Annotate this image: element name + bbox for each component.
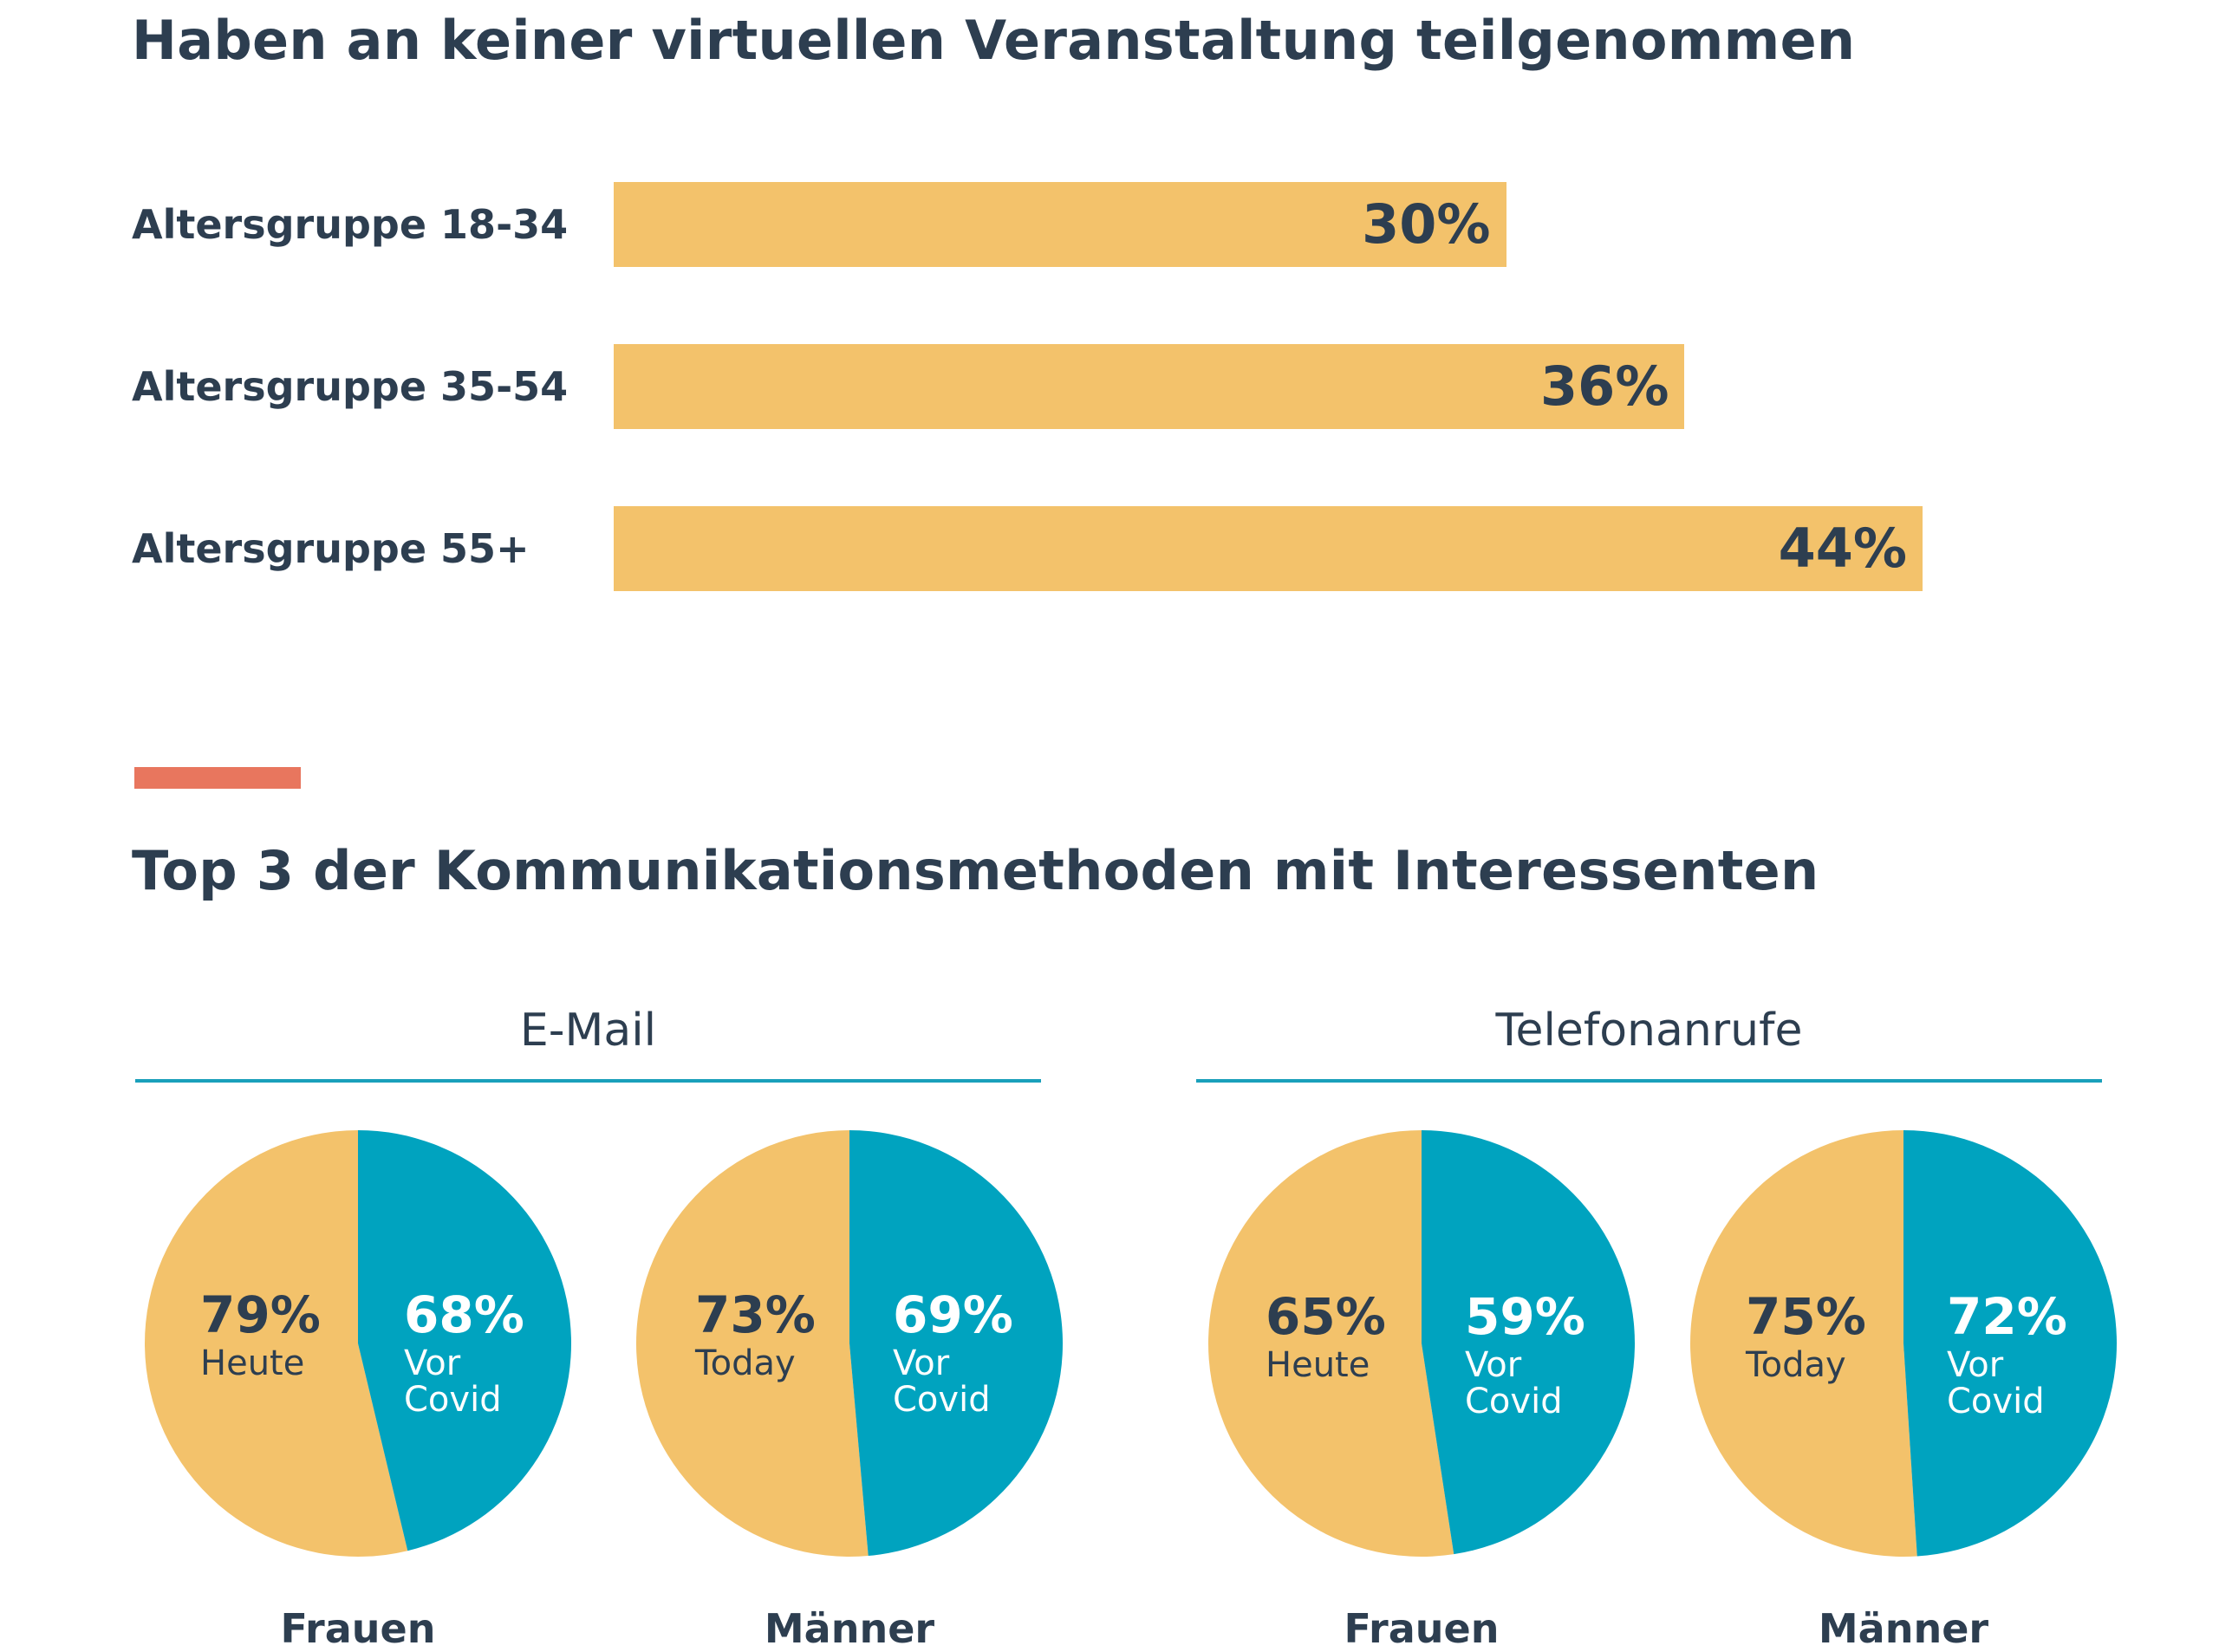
pie-today-text: 79% Heute: [200, 1290, 321, 1382]
pie-today-value: 73%: [695, 1285, 816, 1344]
bar-category-label: Altersgruppe 35-54: [132, 363, 569, 410]
bar-category-label: Altersgruppe 55+: [132, 525, 530, 572]
pie-before-caption: Vor Covid: [1947, 1345, 2045, 1421]
bar-chart-title: Haben an keiner virtuellen Veranstaltung…: [132, 9, 1856, 72]
pie-slice-before-covid: [1903, 1130, 2117, 1557]
pie-before-caption: Vor Covid: [1465, 1345, 1563, 1421]
pie-svg: [1689, 1130, 2117, 1557]
pie-today-caption: Today: [695, 1343, 796, 1383]
bar-value-label: 30%: [1362, 192, 1491, 256]
pie-slice-before-covid: [1422, 1130, 1635, 1555]
pie-today-caption: Heute: [1266, 1345, 1370, 1385]
pie-today-caption: Heute: [200, 1343, 305, 1383]
group-header-telefonanrufe: Telefonanrufe: [1196, 1001, 2102, 1083]
pie-today-text: 73% Today: [695, 1290, 816, 1382]
pie-before-text: 72% Vor Covid: [1947, 1291, 2077, 1420]
pie-before-value: 59%: [1465, 1287, 1585, 1346]
pie-today-text: 75% Today: [1746, 1291, 1866, 1383]
pie-today-caption: Today: [1746, 1345, 1846, 1385]
group-label: E-Mail: [519, 1005, 657, 1057]
bar-row: Altersgruppe 18-34 30%: [0, 182, 2219, 267]
bar: 30%: [614, 182, 1506, 267]
pie-section-title: Top 3 der Kommunikationsmethoden mit Int…: [132, 839, 1819, 902]
pie-before-text: 59% Vor Covid: [1465, 1291, 1595, 1420]
pie-before-value: 68%: [404, 1285, 524, 1344]
pie-today-value: 65%: [1266, 1287, 1386, 1346]
pie-slice-today: [145, 1130, 408, 1557]
bar-category-label: Altersgruppe 18-34: [132, 201, 569, 248]
pie-gender-label: Männer: [764, 1605, 935, 1652]
pie-before-caption: Vor Covid: [893, 1343, 991, 1420]
pie-svg: [145, 1130, 571, 1557]
bar-value-label: 36%: [1540, 354, 1669, 418]
pie-slice-today: [1689, 1130, 1917, 1557]
pie-svg: [1207, 1130, 1635, 1557]
bar-row: Altersgruppe 55+ 44%: [0, 506, 2219, 591]
group-label: Telefonanrufe: [1495, 1005, 1803, 1057]
pie-slice-before-covid: [849, 1130, 1063, 1557]
bar: 36%: [614, 344, 1685, 429]
pie-svg: [636, 1130, 1063, 1557]
section-divider-accent: [134, 767, 301, 789]
pie-gender-label: Männer: [1818, 1605, 1989, 1652]
pie-before-value: 72%: [1947, 1287, 2067, 1346]
pie-before-text: 68% Vor Covid: [404, 1290, 534, 1418]
pie-slice-before-covid: [358, 1130, 571, 1551]
pie-today-value: 75%: [1746, 1287, 1866, 1346]
bar: 44%: [614, 506, 1923, 591]
pie-before-value: 69%: [893, 1285, 1013, 1344]
bar-value-label: 44%: [1778, 517, 1907, 580]
bar-row: Altersgruppe 35-54 36%: [0, 344, 2219, 429]
pie-gender-label: Frauen: [280, 1605, 436, 1652]
pie-today-text: 65% Heute: [1266, 1291, 1386, 1383]
pie-slice-today: [1207, 1130, 1454, 1557]
pie-before-caption: Vor Covid: [404, 1343, 502, 1420]
pie-gender-label: Frauen: [1344, 1605, 1500, 1652]
pie-today-value: 79%: [200, 1285, 321, 1344]
pie-slice-today: [636, 1130, 869, 1557]
pie-before-text: 69% Vor Covid: [893, 1290, 1023, 1418]
group-header-email: E-Mail: [135, 1001, 1041, 1083]
